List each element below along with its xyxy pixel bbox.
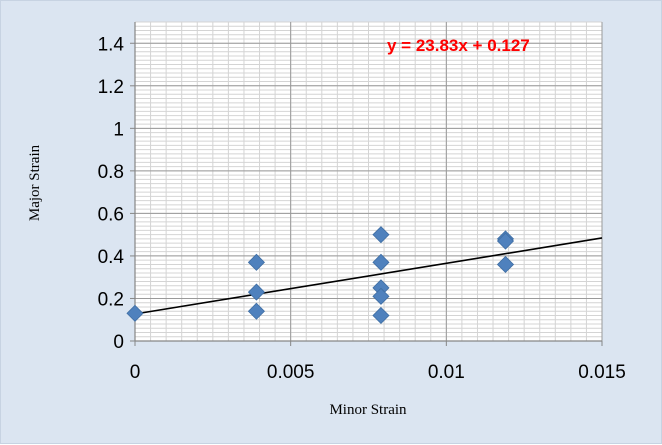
data-point [247, 283, 265, 301]
grid-lines [134, 21, 603, 342]
data-point [247, 253, 265, 271]
data-point [372, 226, 390, 244]
axes [134, 22, 602, 342]
data-point [247, 302, 265, 320]
x-tick-label: 0.015 [578, 362, 626, 383]
x-tick-labels: 0 0.005 0.01 0.015 [130, 341, 626, 383]
trendline-equation: y = 23.83x + 0.127 [387, 36, 530, 55]
y-tick-label: 0.4 [98, 247, 125, 268]
y-tick-label: 0.2 [98, 289, 124, 310]
data-point [496, 255, 515, 274]
data-point [372, 306, 390, 325]
x-axis-title: Minor Strain [329, 402, 407, 418]
x-tick-label: 0.005 [267, 362, 315, 383]
y-tick-label: 0.6 [98, 204, 124, 225]
y-tick-label: 1.4 [98, 34, 125, 55]
data-points [126, 226, 515, 325]
y-tick-label: 0 [113, 332, 124, 353]
y-tick-label: 1.2 [98, 77, 124, 98]
x-tick-label: 0.01 [428, 362, 465, 383]
trendline [134, 237, 603, 315]
data-point [372, 287, 390, 305]
x-tick-label: 0 [130, 362, 141, 383]
data-point [126, 304, 144, 322]
y-tick-label: 0.8 [98, 162, 124, 183]
y-tick-label: 1 [113, 119, 124, 140]
y-axis-title: Major Strain [27, 144, 43, 221]
data-point [496, 232, 515, 250]
y-tick-labels: 0 0.2 0.4 0.6 0.8 1 1.2 1.4 [98, 34, 135, 353]
data-point [372, 253, 390, 271]
